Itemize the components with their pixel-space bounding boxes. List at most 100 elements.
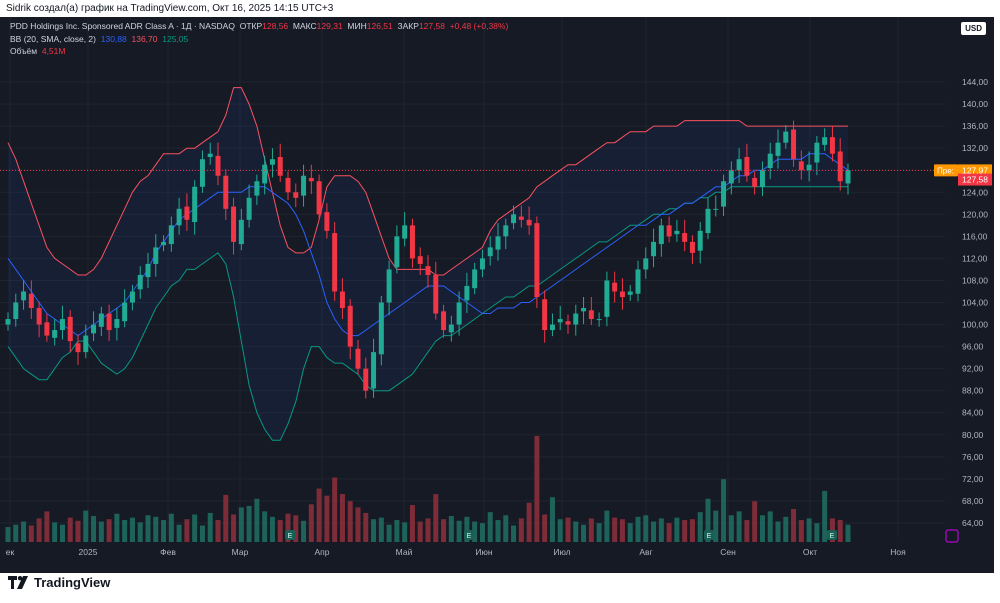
candle-body [518,216,524,220]
earnings-marker-letter: E [830,533,835,540]
candle [98,306,104,337]
volume-bar [822,490,828,542]
candle-body [511,214,517,224]
candle [534,216,540,309]
candle [705,197,711,240]
volume-bar [176,524,182,542]
volume-bar [744,520,750,542]
low-value: 126,51 [366,21,393,31]
volume-bar [635,516,641,542]
volume-bar [511,525,517,542]
prev-label: Пре: [937,166,954,175]
volume-bar [542,514,548,542]
candle [837,138,843,191]
candle-body [324,212,330,231]
candle-body [161,241,167,246]
y-tick-label: 140,00 [962,99,988,109]
candle-body [472,269,478,289]
volume-bar [697,512,703,542]
volume-bar [409,505,415,542]
last-price-box [958,173,992,186]
volume-bar [651,521,657,542]
close-label: ЗАКР [397,21,419,31]
volume-bar [347,501,353,542]
bb-upper-value: 136,70 [131,33,158,44]
volume-bar [705,498,711,542]
candle [728,161,734,195]
candle [619,278,625,310]
y-tick-label: 96,00 [962,342,984,352]
y-tick-label: 136,00 [962,121,988,131]
volume-bar [339,494,345,542]
candle-body [464,285,470,301]
volume-bar [168,513,174,542]
x-tick-label: Май [396,547,413,557]
candle-body [122,302,128,322]
candle [721,174,727,216]
earnings-marker-letter: E [707,533,712,540]
candle-body [495,236,501,250]
candle [231,197,237,255]
volume-bar [689,519,695,542]
candle [176,197,182,235]
volume-bar [464,516,470,542]
grid [0,17,945,537]
volume-bar [775,521,781,542]
volume-bar [301,520,307,542]
chart-panel[interactable]: 144,00140,00136,00132,00128,00124,00120,… [0,17,994,573]
candle [122,289,128,328]
price-chart[interactable]: 144,00140,00136,00132,00128,00124,00120,… [0,17,994,573]
candle-body [565,321,571,325]
y-tick-label: 112,00 [962,253,988,263]
candle [83,324,89,359]
y-tick-label: 104,00 [962,298,988,308]
candle-body [682,233,688,242]
candle-body [402,225,408,239]
volume-bar [129,517,135,542]
candle [666,216,672,243]
volume-bar [277,520,283,542]
candle [557,305,563,331]
x-tick-label: Июл [553,547,570,557]
candle [161,235,167,252]
candle-body [736,159,742,171]
x-tick-label: Авг [639,547,652,557]
prev-label-box [934,164,958,177]
candle [456,291,462,336]
candle [464,272,470,313]
volume-bar [487,512,493,542]
candle [238,208,244,251]
candle-body [526,219,532,226]
earnings-marker [464,530,474,540]
chart-legend: PDD Holdings Inc. Sponsored ADR Class A … [10,20,508,58]
candle [627,284,633,301]
candle [386,260,392,316]
candle-body [822,137,828,145]
open-label: ОТКР [239,21,263,31]
candle-body [643,258,649,270]
volume-bar [448,516,454,542]
y-tick-label: 64,00 [962,518,984,528]
candle [651,228,657,268]
candle [13,293,19,327]
candle [106,304,112,342]
volume-bar [371,519,377,542]
volume-bar [682,520,688,542]
candle-body [596,319,602,321]
tradingview-logo-text: TradingView [34,575,111,590]
currency-button[interactable]: USD [961,22,986,35]
candle [192,180,198,235]
x-tick-label: Апр [315,547,330,557]
volume-bar [643,515,649,542]
candle [448,315,454,342]
volume-bar [308,504,314,542]
volume-bar [619,519,625,542]
candle [269,148,275,178]
candle-body [775,142,781,156]
candle-body [332,233,338,292]
tradingview-logo[interactable]: TradingView [8,575,110,590]
volume-bar [184,519,190,542]
candle [199,150,205,193]
candle-body [355,348,361,369]
